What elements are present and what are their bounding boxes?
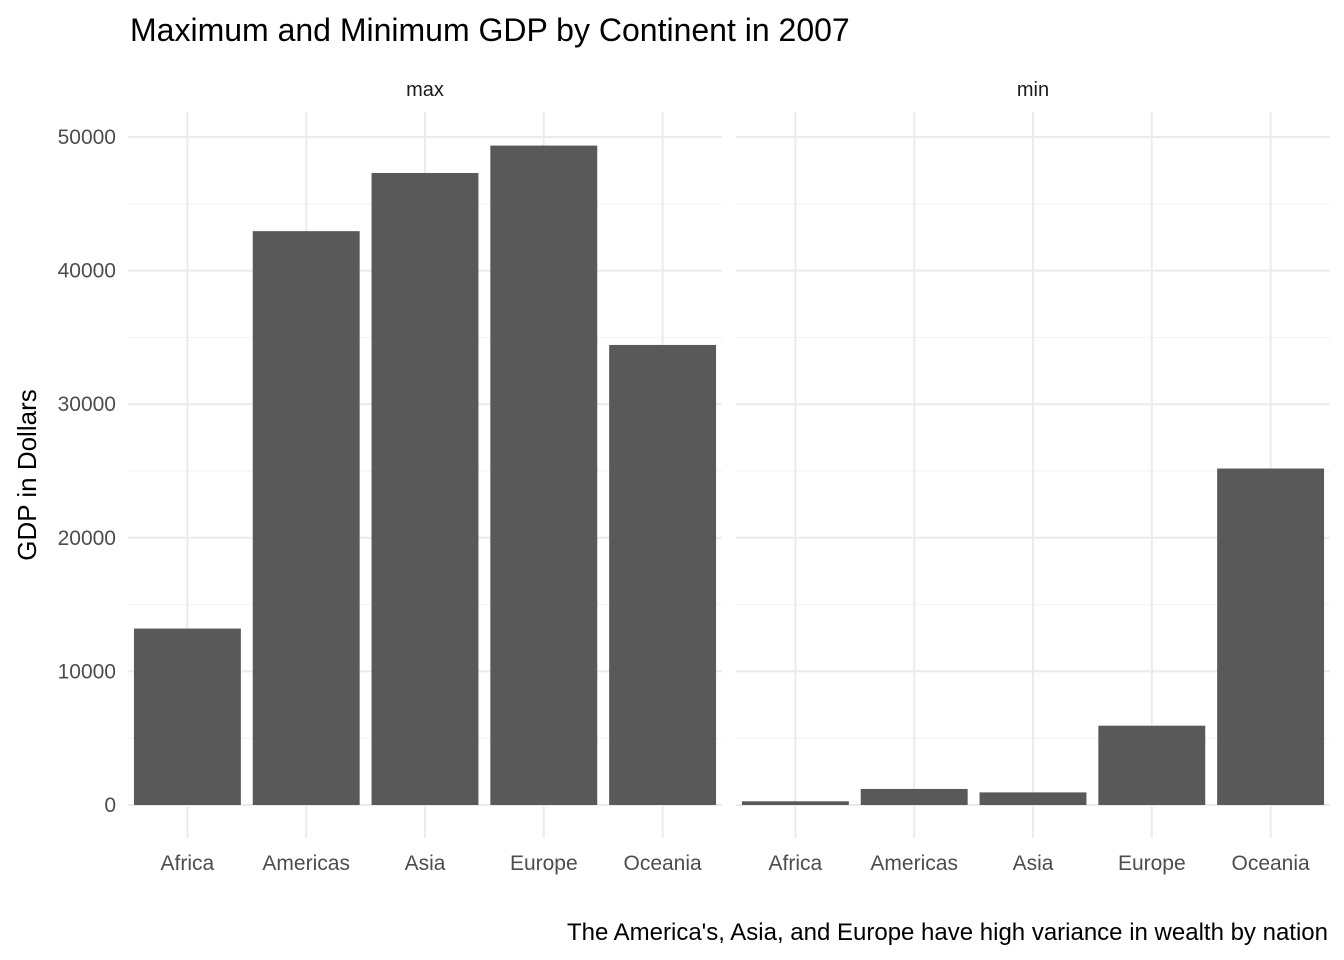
x-tick-label: Oceania: [1231, 852, 1310, 875]
y-tick-label: 50000: [58, 126, 116, 149]
bar-max-africa: [133, 628, 241, 805]
x-tick-label: Americas: [870, 852, 958, 875]
bar-max-europe: [490, 145, 598, 806]
x-tick-label: Americas: [262, 852, 350, 875]
y-tick-label: 20000: [58, 527, 116, 550]
y-axis-label: GDP in Dollars: [12, 389, 42, 560]
y-tick-label: 0: [104, 794, 116, 817]
x-tick-label: Europe: [510, 852, 578, 875]
y-tick-label: 10000: [58, 660, 116, 683]
bar-min-africa: [741, 801, 849, 805]
facet-strip-label: min: [1017, 79, 1049, 101]
bar-min-americas: [860, 788, 968, 805]
y-tick-label: 30000: [58, 393, 116, 416]
x-tick-label: Africa: [769, 852, 823, 875]
bar-min-asia: [979, 792, 1087, 805]
x-tick-label: Asia: [1013, 852, 1054, 875]
bar-max-americas: [252, 231, 360, 806]
bar-max-oceania: [609, 344, 717, 805]
bar-max-asia: [371, 172, 479, 805]
chart-title: Maximum and Minimum GDP by Continent in …: [130, 12, 850, 48]
plot-layer: Africa Americas Asia Europe Oceania max Africa…: [58, 79, 1330, 875]
facet-strip-label: max: [406, 79, 444, 101]
bar-min-europe: [1098, 725, 1206, 805]
x-tick-label: Europe: [1118, 852, 1186, 875]
x-tick-label: Oceania: [623, 852, 702, 875]
x-tick-label: Africa: [161, 852, 215, 875]
chart-caption: The America's, Asia, and Europe have hig…: [567, 919, 1328, 946]
bar-min-oceania: [1217, 468, 1325, 805]
y-tick-label: 40000: [58, 260, 116, 283]
x-tick-label: Asia: [405, 852, 446, 875]
